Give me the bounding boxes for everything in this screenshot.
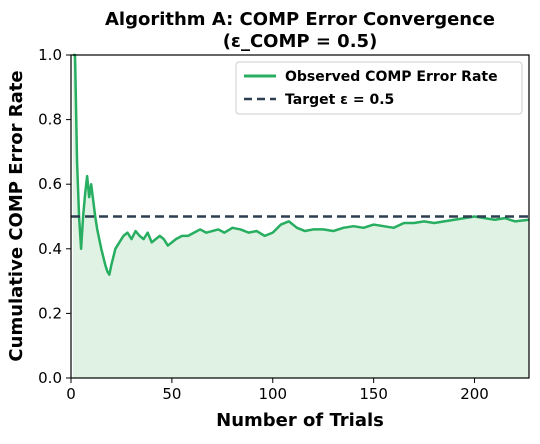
x-axis-ticks: 0 50 100 150 200 [66,378,489,403]
y-axis-ticks: 0.0 0.2 0.4 0.6 0.8 1.0 [38,46,71,387]
legend-label-observed: Observed COMP Error Rate [285,69,498,85]
x-tick-label: 100 [258,385,287,403]
y-tick-label: 0.8 [38,111,62,129]
x-axis-label: Number of Trials [216,410,384,431]
y-tick-label: 0.0 [38,369,62,387]
observed-area-fill [73,55,529,378]
series-layer [71,53,530,276]
chart-title-line2: (ε_COMP = 0.5) [223,31,378,52]
observed-error-line [73,53,530,276]
legend-label-target: Target ε = 0.5 [285,92,394,108]
y-tick-label: 1.0 [38,46,62,64]
x-tick-label: 50 [162,385,181,403]
plot-frame [70,54,530,379]
y-tick-label: 0.4 [38,240,62,258]
legend: Observed COMP Error Rate Target ε = 0.5 [235,61,523,115]
x-tick-label: 0 [66,385,76,403]
legend-box [235,61,523,115]
x-tick-label: 150 [359,385,388,403]
y-tick-label: 0.6 [38,175,62,193]
chart-title-line1: Algorithm A: COMP Error Convergence [105,9,495,30]
x-tick-label: 200 [460,385,489,403]
y-tick-label: 0.2 [38,304,62,322]
area-fill-layer [73,55,529,378]
y-axis-label: Cumulative COMP Error Rate [6,70,27,361]
